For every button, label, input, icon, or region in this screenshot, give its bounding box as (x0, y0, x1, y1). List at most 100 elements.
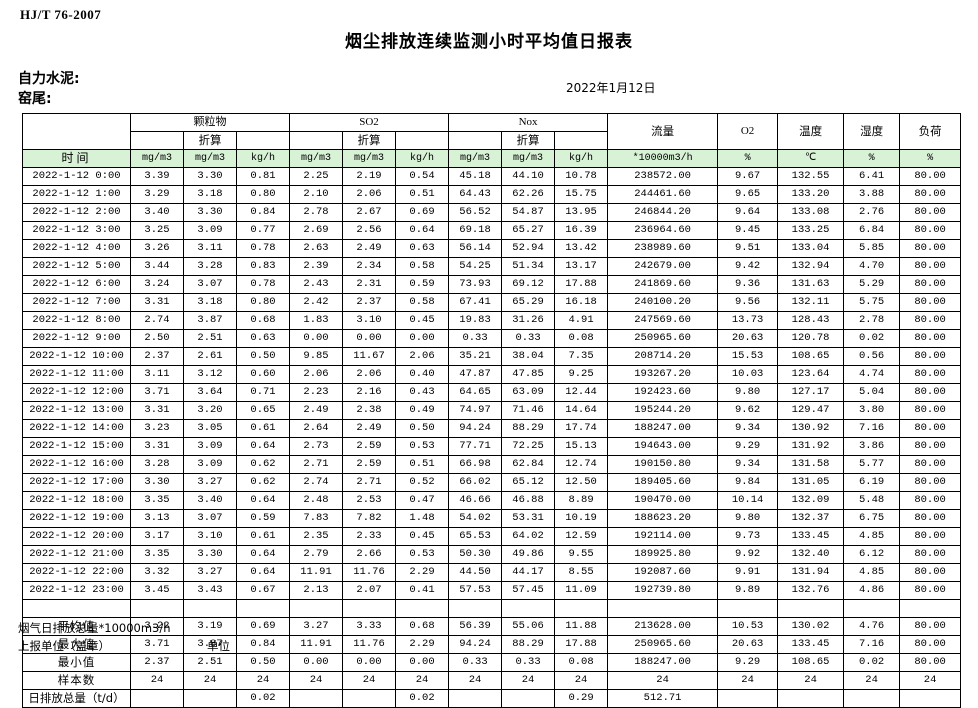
cell-value: 131.63 (777, 275, 845, 294)
cell-value: 0.69 (395, 203, 450, 222)
cell-value (717, 689, 779, 708)
spacer-cell (843, 599, 901, 618)
cell-value (899, 689, 962, 708)
cell-value: 24 (289, 671, 344, 690)
cell-value: 11.91 (289, 635, 344, 654)
cell-value: 0.77 (235, 221, 291, 240)
sub-header-nox-blank2 (554, 131, 609, 150)
footer-reporter: 上报单位（盖章） (18, 639, 110, 653)
cell-value: 24 (777, 671, 845, 690)
spacer-cell (22, 599, 131, 618)
cell-value: 2.51 (183, 329, 237, 348)
cell-value: 80.00 (899, 401, 962, 420)
summary-row: 最小值 2.37 2.51 0.50 0.00 0.00 0.00 0.33 0.33 0.08 1… (22, 653, 962, 672)
cell-value: 80.00 (899, 347, 962, 366)
cell-value: 0.53 (395, 545, 450, 564)
cell-value: 108.65 (777, 653, 845, 672)
cell-value: 0.47 (395, 491, 450, 510)
cell-value: 0.58 (395, 293, 450, 312)
cell-value: 0.83 (235, 257, 291, 276)
cell-value: 0.56 (843, 347, 901, 366)
cell-value: 0.43 (395, 383, 450, 402)
cell-value: 94.24 (448, 635, 503, 654)
cell-value: 7.16 (843, 635, 901, 654)
cell-value (448, 689, 503, 708)
cell-value: 3.33 (342, 617, 397, 636)
group-header-row: 颗粒物 SO2 Nox 流量 O2 温度 湿度 负荷 (22, 113, 962, 150)
cell-value: 4.74 (843, 365, 901, 384)
cell-value: 0.81 (235, 167, 291, 186)
cell-value: 0.78 (235, 275, 291, 294)
cell-value: 213628.00 (607, 617, 719, 636)
cell-value: 238572.00 (607, 167, 719, 186)
cell-value: 11.09 (554, 581, 609, 600)
cell-time: 2022-1-12 0:00 (22, 167, 131, 186)
data-row: 2022-1-12 0:00 3.39 3.30 0.81 2.25 2.19 0.54 45… (22, 167, 962, 186)
cell-value: 236964.60 (607, 221, 719, 240)
cell-time: 2022-1-12 15:00 (22, 437, 131, 456)
cell-time: 2022-1-12 12:00 (22, 383, 131, 402)
cell-value: 10.78 (554, 167, 609, 186)
cell-value: 88.29 (501, 419, 556, 438)
cell-value: 2.59 (342, 437, 397, 456)
organization-name: 自力水泥: (18, 71, 80, 87)
cell-value: 9.55 (554, 545, 609, 564)
cell-time: 2022-1-12 16:00 (22, 455, 131, 474)
cell-value (342, 689, 397, 708)
cell-value: 0.64 (395, 221, 450, 240)
cell-value: 13.73 (717, 311, 779, 330)
sub-header-nox-converted: 折算 (501, 131, 556, 150)
cell-value: 244461.60 (607, 185, 719, 204)
cell-value: 80.00 (899, 617, 962, 636)
cell-value: 80.00 (899, 455, 962, 474)
cell-value: 2.06 (342, 365, 397, 384)
cell-value: 0.64 (235, 563, 291, 582)
cell-value: 3.40 (183, 491, 237, 510)
data-row: 2022-1-12 22:00 3.32 3.27 0.64 11.91 11.76 2.2… (22, 563, 962, 582)
cell-value: 5.77 (843, 455, 901, 474)
cell-value: 80.00 (899, 491, 962, 510)
cell-value: 9.29 (717, 653, 779, 672)
cell-value: 250965.60 (607, 329, 719, 348)
cell-value: 0.68 (395, 617, 450, 636)
cell-value: 24 (554, 671, 609, 690)
cell-value: 80.00 (899, 563, 962, 582)
cell-value: 2.64 (289, 419, 344, 438)
cell-value: 3.32 (130, 563, 184, 582)
cell-value: 9.34 (717, 419, 779, 438)
cell-value: 131.58 (777, 455, 845, 474)
cell-value: 80.00 (899, 167, 962, 186)
data-row: 2022-1-12 20:00 3.17 3.10 0.61 2.35 2.33 0.45 6… (22, 527, 962, 546)
cell-value: 24 (899, 671, 962, 690)
cell-value: 0.64 (235, 491, 291, 510)
cell-value: 2.37 (130, 653, 184, 672)
unit-header-cell: kg/h (554, 149, 609, 168)
cell-value: 0.71 (235, 383, 291, 402)
cell-time: 2022-1-12 5:00 (22, 257, 131, 276)
cell-value: 9.25 (554, 365, 609, 384)
unit-header-cell: mg/m3 (289, 149, 344, 168)
spacer-cell (395, 599, 450, 618)
cell-time: 2022-1-12 21:00 (22, 545, 131, 564)
cell-value: 0.49 (395, 401, 450, 420)
cell-time: 2022-1-12 19:00 (22, 509, 131, 528)
cell-value: 9.34 (717, 455, 779, 474)
group-header-nox: Nox (448, 113, 609, 132)
cell-value: 0.50 (395, 419, 450, 438)
cell-value: 80.00 (899, 527, 962, 546)
cell-value: 69.12 (501, 275, 556, 294)
cell-value: 133.45 (777, 527, 845, 546)
cell-value: 132.11 (777, 293, 845, 312)
cell-value: 17.88 (554, 635, 609, 654)
cell-value: 3.30 (183, 545, 237, 564)
table-body: 2022-1-12 0:00 3.39 3.30 0.81 2.25 2.19 0.54 45… (22, 167, 962, 708)
cell-value: 3.71 (130, 635, 184, 654)
data-row: 2022-1-12 1:00 3.29 3.18 0.80 2.10 2.06 0.51 64… (22, 185, 962, 204)
data-row: 2022-1-12 4:00 3.26 3.11 0.78 2.63 2.49 0.63 56… (22, 239, 962, 258)
cell-value: 19.83 (448, 311, 503, 330)
cell-time: 2022-1-12 7:00 (22, 293, 131, 312)
cell-value: 208714.20 (607, 347, 719, 366)
cell-value: 71.46 (501, 401, 556, 420)
summary-label: 最小值 (22, 653, 131, 672)
data-row: 2022-1-12 17:00 3.30 3.27 0.62 2.74 2.71 0.52 6… (22, 473, 962, 492)
